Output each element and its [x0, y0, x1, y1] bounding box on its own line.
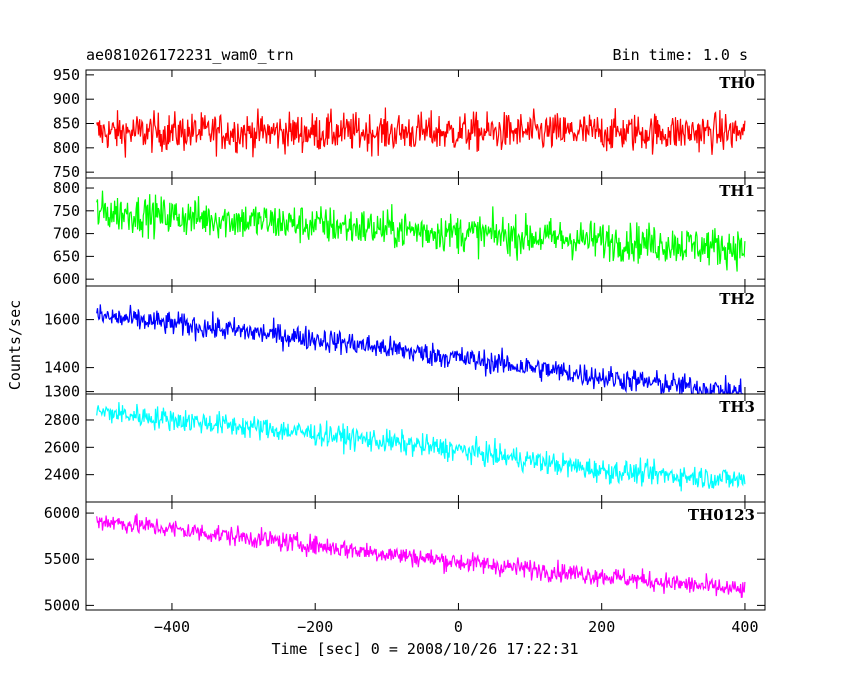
- panel-th1: 600 650 700 750 800 TH1: [53, 177, 766, 288]
- y-tick-label: 950: [53, 66, 80, 84]
- panel-label: TH1: [719, 182, 755, 200]
- y-axis-label: Counts/sec: [6, 300, 24, 390]
- series-th0: [96, 107, 746, 158]
- x-tick-label: 400: [731, 618, 758, 636]
- y-tick-label: 2800: [44, 411, 80, 429]
- x-tick-label: 200: [588, 618, 615, 636]
- series-th0123: [96, 513, 746, 598]
- y-tick-label: 2400: [44, 466, 80, 484]
- panel-label: TH0123: [688, 506, 755, 524]
- x-axis-label: Time [sec] 0 = 2008/10/26 17:22:31: [271, 640, 578, 658]
- y-tick-label: 650: [53, 247, 80, 265]
- panel-frame: [85, 501, 766, 611]
- y-tick-label: 1400: [44, 359, 80, 377]
- y-tick-label: 6000: [44, 504, 80, 522]
- y-tick-label: 800: [53, 139, 80, 157]
- panel-th3: 2400 2600 2800 TH3: [44, 393, 766, 503]
- y-tick-label: 5000: [44, 596, 80, 614]
- panel-frame: [85, 285, 766, 395]
- y-tick-label: 850: [53, 115, 80, 133]
- y-tick-label: 600: [53, 270, 80, 288]
- series-th3: [96, 402, 746, 492]
- y-tick-label: 1300: [44, 383, 80, 401]
- y-tick-label: 1600: [44, 311, 80, 329]
- panel-label: TH3: [719, 398, 755, 416]
- panel-th2: 1300 1400 1600 TH2: [44, 285, 766, 401]
- series-th2: [96, 304, 744, 394]
- y-tick-label: 750: [53, 163, 80, 181]
- y-tick-label: 5500: [44, 550, 80, 568]
- panel-th0123: 5000 5500 6000 TH0123: [44, 501, 766, 614]
- panel-label: TH0: [719, 74, 755, 92]
- x-tick-label: −400: [154, 618, 190, 636]
- y-tick-label: 900: [53, 90, 80, 108]
- panel-th0: 750 800 850 900 950 TH0: [53, 66, 766, 181]
- series-th1: [96, 190, 746, 272]
- x-tick-label: 0: [454, 618, 463, 636]
- bin-time-label: Bin time: 1.0 s: [613, 46, 748, 64]
- y-tick-label: 700: [53, 225, 80, 243]
- y-tick-label: 800: [53, 179, 80, 197]
- y-tick-label: 2600: [44, 438, 80, 456]
- panel-label: TH2: [719, 290, 755, 308]
- x-tick-label: −200: [297, 618, 333, 636]
- chart-title: ae081026172231_wam0_trn: [86, 46, 294, 64]
- y-tick-label: 750: [53, 202, 80, 220]
